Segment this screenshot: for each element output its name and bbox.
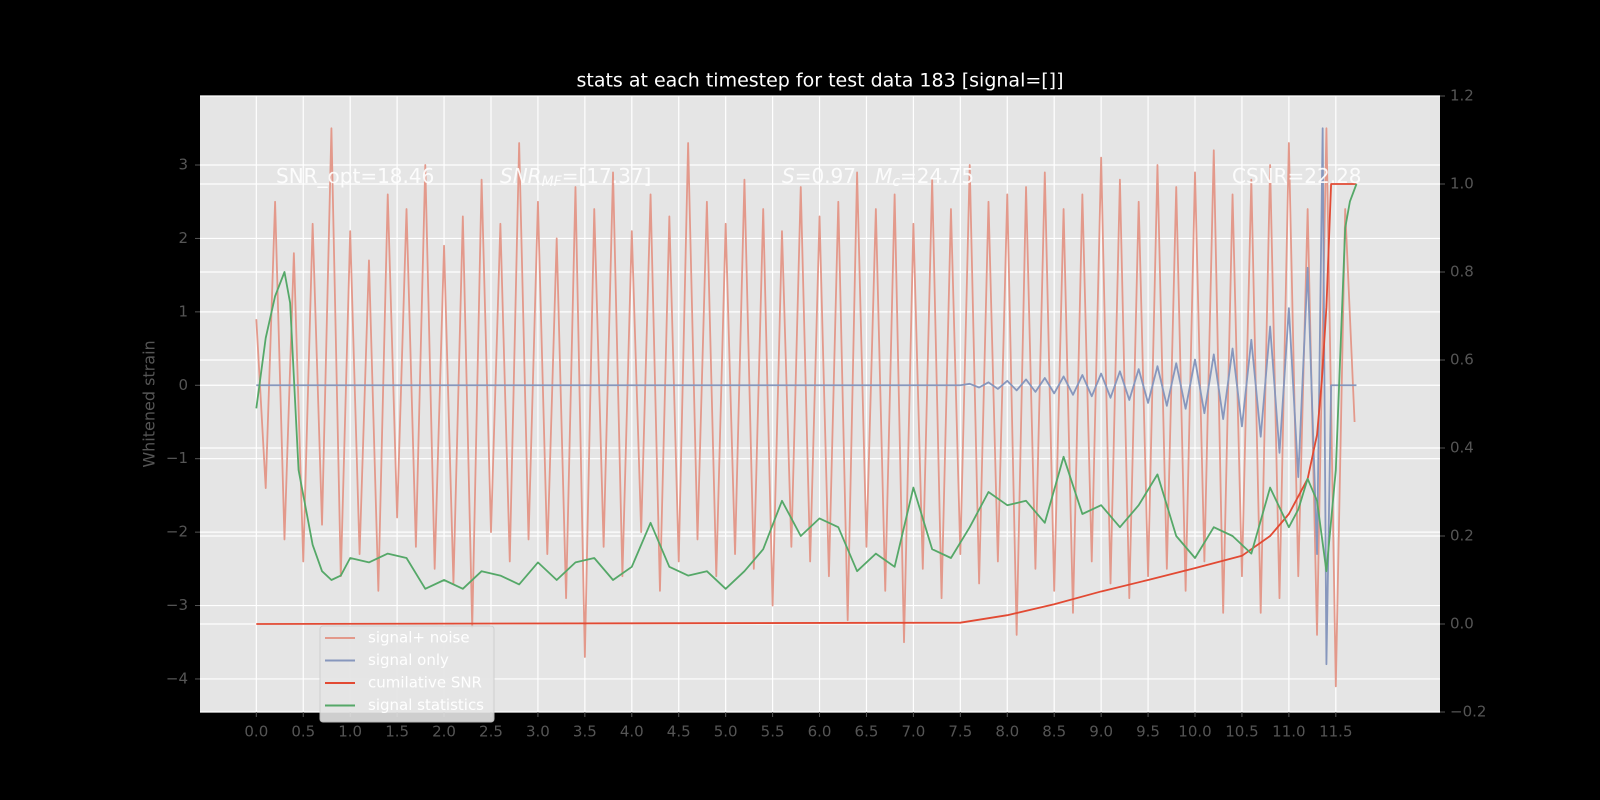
series-line bbox=[255, 183, 1358, 590]
x-tick-label: 5.5 bbox=[761, 723, 785, 741]
x-tick-label: 5.0 bbox=[714, 723, 738, 741]
y2-tick-label: 1.0 bbox=[1450, 175, 1474, 193]
annotation-part: =0.97 bbox=[795, 164, 875, 188]
x-tick-label: 2.0 bbox=[432, 723, 456, 741]
legend-label: signal+ noise bbox=[368, 629, 470, 647]
y2-tick-label: 0.6 bbox=[1450, 351, 1474, 369]
y-tick-label: 2 bbox=[178, 229, 188, 247]
x-tick-label: 8.0 bbox=[995, 723, 1019, 741]
annotation-part: S bbox=[782, 164, 795, 188]
annotation-part: SNR bbox=[500, 164, 542, 188]
x-tick-label: 7.0 bbox=[901, 723, 925, 741]
x-tick-label: 10.0 bbox=[1178, 723, 1211, 741]
annotation-part: SNR_opt=18.46 bbox=[276, 164, 434, 188]
x-tick-label: 9.5 bbox=[1136, 723, 1160, 741]
y-tick-label: 1 bbox=[178, 302, 188, 320]
y-tick-label: −2 bbox=[166, 523, 188, 541]
x-tick-label: 3.0 bbox=[526, 723, 550, 741]
y2-tick-label: 0.0 bbox=[1450, 615, 1474, 633]
legend-label: signal only bbox=[368, 651, 449, 669]
annotation: S=0.97 Mc=24.75 bbox=[782, 164, 974, 191]
y-tick-label: −4 bbox=[166, 669, 188, 687]
y-tick-label: 0 bbox=[178, 376, 188, 394]
x-tick-label: 10.5 bbox=[1225, 723, 1258, 741]
y-axis-label: Whitened strain bbox=[140, 340, 159, 467]
x-tick-label: 11.0 bbox=[1272, 723, 1305, 741]
annotation-part: CSNR=22.28 bbox=[1232, 164, 1362, 188]
x-tick-label: 9.0 bbox=[1089, 723, 1113, 741]
y-tick-label: −3 bbox=[166, 596, 188, 614]
y2-tick-label: 1.2 bbox=[1450, 87, 1474, 105]
x-tick-label: 6.0 bbox=[808, 723, 832, 741]
annotation: SNR_opt=18.46 bbox=[276, 164, 434, 188]
annotation: SNRMF=[17.37] bbox=[500, 164, 651, 191]
y2-tick-label: 0.2 bbox=[1450, 527, 1474, 545]
y-tick-label: −1 bbox=[166, 449, 188, 467]
x-tick-label: 11.5 bbox=[1319, 723, 1352, 741]
annotation-part: MF bbox=[542, 174, 563, 190]
chart-title: stats at each timestep for test data 183… bbox=[576, 70, 1063, 92]
x-tick-label: 7.5 bbox=[948, 723, 972, 741]
annotation: CSNR=22.28 bbox=[1232, 164, 1362, 188]
x-tick-label: 4.0 bbox=[620, 723, 644, 741]
y2-tick-label: 0.4 bbox=[1450, 439, 1474, 457]
annotation-part: =[17.37] bbox=[562, 164, 652, 188]
x-tick-label: 4.5 bbox=[667, 723, 691, 741]
legend-box bbox=[319, 625, 495, 723]
x-tick-label: 3.5 bbox=[573, 723, 597, 741]
y-tick-label: 3 bbox=[178, 156, 188, 174]
legend-label: signal statistics bbox=[368, 696, 484, 714]
x-tick-label: 0.0 bbox=[244, 723, 268, 741]
legend-label: cumilative SNR bbox=[368, 674, 482, 692]
series-line bbox=[256, 183, 1357, 625]
y2-tick-label: −0.2 bbox=[1450, 703, 1486, 721]
series-line bbox=[256, 127, 1357, 666]
x-tick-label: 1.0 bbox=[338, 723, 362, 741]
x-tick-label: 6.5 bbox=[855, 723, 879, 741]
annotation-part: =24.75 bbox=[900, 164, 974, 188]
x-tick-label: 1.5 bbox=[385, 723, 409, 741]
x-tick-label: 8.5 bbox=[1042, 723, 1066, 741]
x-tick-label: 2.5 bbox=[479, 723, 503, 741]
annotation-part: M bbox=[875, 164, 892, 188]
annotation-part: c bbox=[892, 174, 900, 190]
y2-tick-label: 0.8 bbox=[1450, 263, 1474, 281]
series-line bbox=[255, 127, 1356, 688]
x-tick-label: 0.5 bbox=[291, 723, 315, 741]
